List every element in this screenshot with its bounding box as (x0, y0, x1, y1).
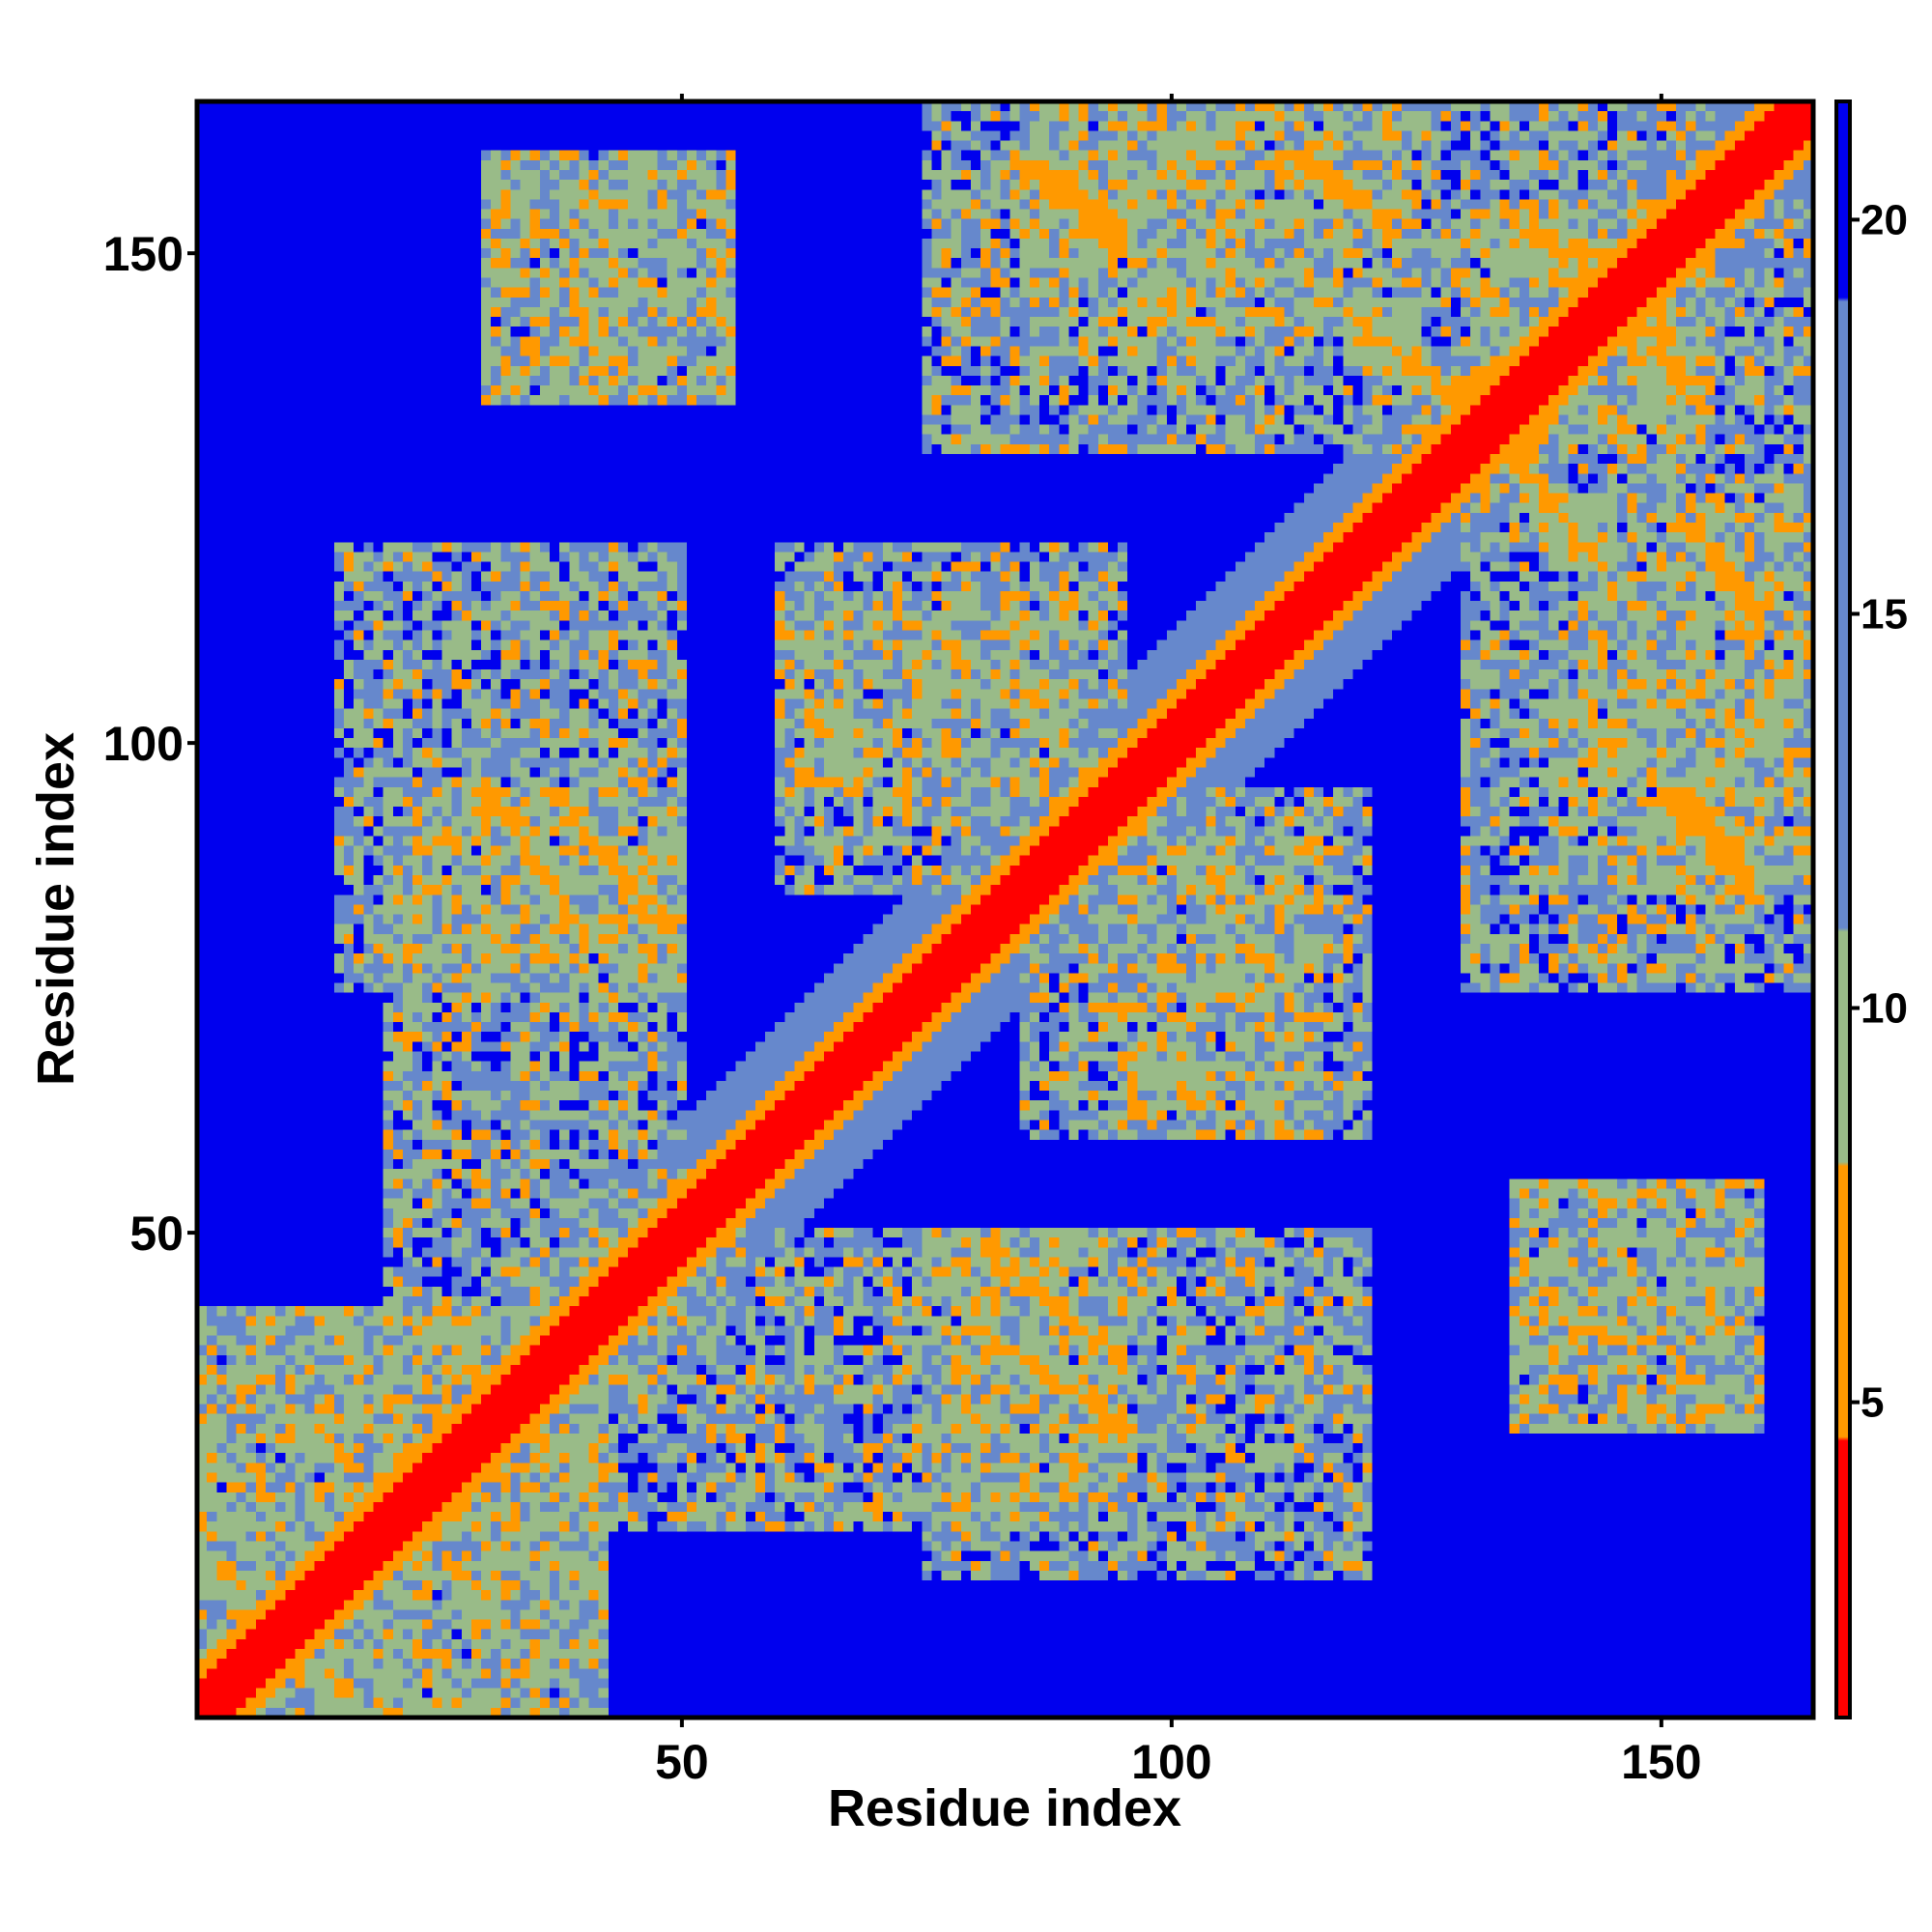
plot-frame (194, 99, 1816, 1720)
y-tick-label: 150 (103, 227, 184, 281)
x-tick-label: 100 (1131, 1735, 1211, 1789)
ticks: 50 100 150 50 100 150 5 10 15 20 (103, 94, 1908, 1789)
y-tick-label: 50 (129, 1207, 184, 1261)
x-tick-label: 150 (1621, 1735, 1701, 1789)
colorbar-tick-label: 5 (1861, 1379, 1884, 1427)
y-tick-label: 100 (103, 717, 184, 771)
colorbar-tick-label: 20 (1861, 196, 1908, 243)
heatmap-cells (197, 101, 1813, 1718)
x-axis-title: Residue index (828, 1779, 1181, 1837)
colorbar-frame (1834, 99, 1852, 1719)
colorbar-tick-label: 15 (1861, 590, 1908, 638)
colorbar (1836, 101, 1850, 1718)
x-tick-label: 50 (655, 1735, 709, 1789)
colorbar-tick-label: 10 (1861, 985, 1908, 1033)
y-axis-title: Residue index (27, 732, 85, 1086)
